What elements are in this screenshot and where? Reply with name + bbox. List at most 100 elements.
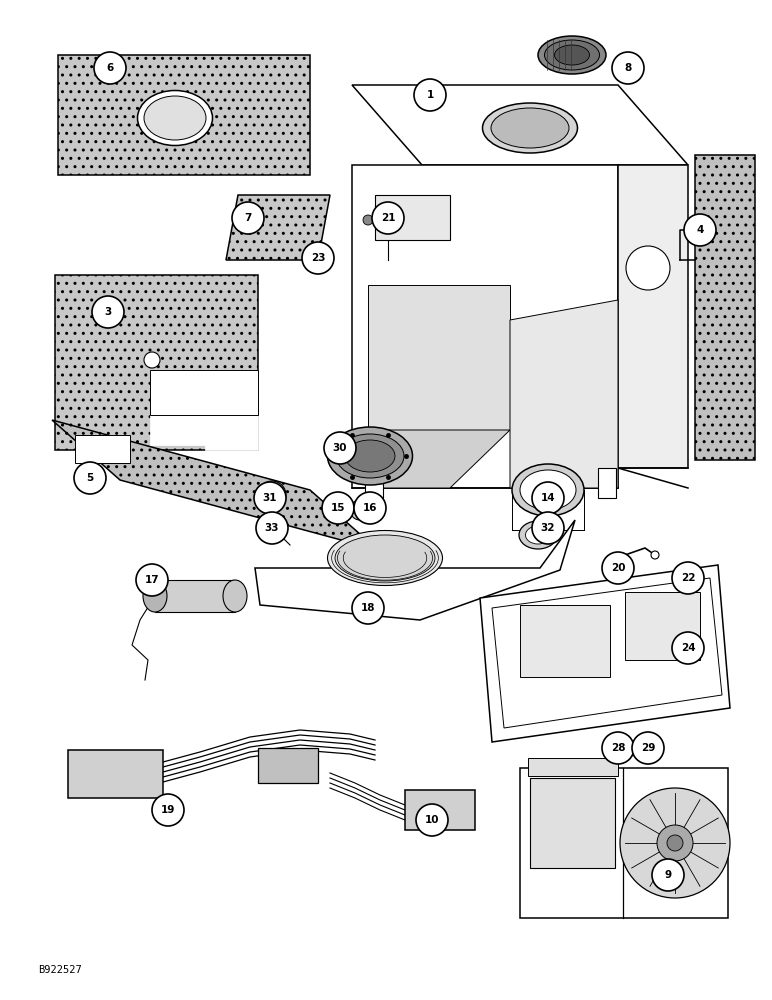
Text: 29: 29 bbox=[641, 743, 655, 753]
Text: 1: 1 bbox=[426, 90, 434, 100]
Text: 22: 22 bbox=[681, 573, 696, 583]
Bar bbox=[75, 435, 130, 463]
Ellipse shape bbox=[336, 434, 404, 478]
Circle shape bbox=[682, 572, 694, 584]
Polygon shape bbox=[58, 55, 310, 175]
Ellipse shape bbox=[520, 470, 576, 510]
Ellipse shape bbox=[554, 45, 590, 65]
Circle shape bbox=[684, 214, 716, 246]
Circle shape bbox=[258, 481, 286, 509]
Polygon shape bbox=[520, 768, 728, 918]
Bar bbox=[528, 758, 618, 776]
Text: 28: 28 bbox=[611, 743, 625, 753]
Bar bbox=[365, 468, 383, 498]
Polygon shape bbox=[255, 520, 575, 620]
Circle shape bbox=[152, 794, 184, 826]
Ellipse shape bbox=[335, 535, 435, 581]
Polygon shape bbox=[52, 420, 378, 550]
Ellipse shape bbox=[327, 530, 442, 585]
Bar bbox=[598, 468, 616, 498]
Text: B922527: B922527 bbox=[38, 965, 82, 975]
Ellipse shape bbox=[538, 36, 606, 74]
Circle shape bbox=[355, 505, 365, 515]
Text: 7: 7 bbox=[244, 213, 252, 223]
Circle shape bbox=[259, 519, 277, 537]
Text: 24: 24 bbox=[681, 643, 696, 653]
Text: 17: 17 bbox=[144, 575, 159, 585]
Bar bbox=[155, 580, 235, 612]
Polygon shape bbox=[618, 165, 688, 468]
Circle shape bbox=[324, 432, 356, 464]
Ellipse shape bbox=[327, 427, 412, 485]
Circle shape bbox=[612, 52, 644, 84]
Circle shape bbox=[672, 632, 704, 664]
Text: 18: 18 bbox=[361, 603, 375, 613]
Text: 4: 4 bbox=[696, 225, 704, 235]
Text: 21: 21 bbox=[381, 213, 395, 223]
Circle shape bbox=[322, 492, 354, 524]
Circle shape bbox=[317, 252, 333, 268]
Circle shape bbox=[232, 202, 264, 234]
Text: 14: 14 bbox=[540, 493, 555, 503]
Circle shape bbox=[350, 500, 370, 520]
Circle shape bbox=[414, 79, 446, 111]
Ellipse shape bbox=[512, 464, 584, 516]
Circle shape bbox=[254, 482, 286, 514]
Text: 19: 19 bbox=[161, 805, 175, 815]
Text: 5: 5 bbox=[86, 473, 93, 483]
Polygon shape bbox=[695, 155, 755, 460]
Circle shape bbox=[383, 217, 393, 227]
Ellipse shape bbox=[519, 521, 557, 549]
Circle shape bbox=[354, 492, 386, 524]
Circle shape bbox=[136, 564, 168, 596]
Circle shape bbox=[620, 788, 730, 898]
Text: 16: 16 bbox=[363, 503, 378, 513]
Ellipse shape bbox=[143, 580, 167, 612]
Text: 9: 9 bbox=[665, 870, 672, 880]
Polygon shape bbox=[150, 370, 258, 450]
Ellipse shape bbox=[482, 103, 577, 153]
Bar bbox=[68, 750, 163, 798]
Circle shape bbox=[667, 835, 683, 851]
Bar bbox=[375, 195, 450, 240]
Circle shape bbox=[302, 242, 334, 274]
Ellipse shape bbox=[491, 108, 569, 148]
Text: 30: 30 bbox=[333, 443, 347, 453]
Circle shape bbox=[264, 487, 280, 503]
Circle shape bbox=[602, 552, 634, 584]
Polygon shape bbox=[368, 430, 510, 488]
Circle shape bbox=[352, 592, 384, 624]
Circle shape bbox=[324, 498, 348, 522]
Bar bbox=[150, 370, 258, 415]
Polygon shape bbox=[480, 565, 730, 742]
Circle shape bbox=[651, 551, 659, 559]
Circle shape bbox=[652, 859, 684, 891]
Polygon shape bbox=[226, 195, 330, 260]
Circle shape bbox=[626, 246, 670, 290]
Circle shape bbox=[532, 482, 564, 514]
Ellipse shape bbox=[544, 40, 600, 70]
Text: 15: 15 bbox=[330, 503, 345, 513]
Ellipse shape bbox=[137, 91, 212, 145]
Text: 8: 8 bbox=[625, 63, 631, 73]
Text: 20: 20 bbox=[611, 563, 625, 573]
Ellipse shape bbox=[144, 96, 206, 140]
Polygon shape bbox=[510, 300, 618, 488]
Circle shape bbox=[416, 804, 448, 836]
Polygon shape bbox=[352, 165, 618, 488]
Circle shape bbox=[94, 52, 126, 84]
Text: 31: 31 bbox=[262, 493, 277, 503]
Text: 10: 10 bbox=[425, 815, 439, 825]
Bar bbox=[625, 592, 700, 660]
Circle shape bbox=[74, 462, 106, 494]
Text: 3: 3 bbox=[104, 307, 112, 317]
Ellipse shape bbox=[526, 526, 550, 544]
Ellipse shape bbox=[223, 580, 247, 612]
Bar bbox=[520, 605, 610, 677]
Text: 33: 33 bbox=[265, 523, 279, 533]
Bar bbox=[530, 778, 615, 868]
Polygon shape bbox=[492, 578, 722, 728]
Polygon shape bbox=[55, 275, 258, 450]
Text: 6: 6 bbox=[107, 63, 113, 73]
Circle shape bbox=[372, 202, 404, 234]
